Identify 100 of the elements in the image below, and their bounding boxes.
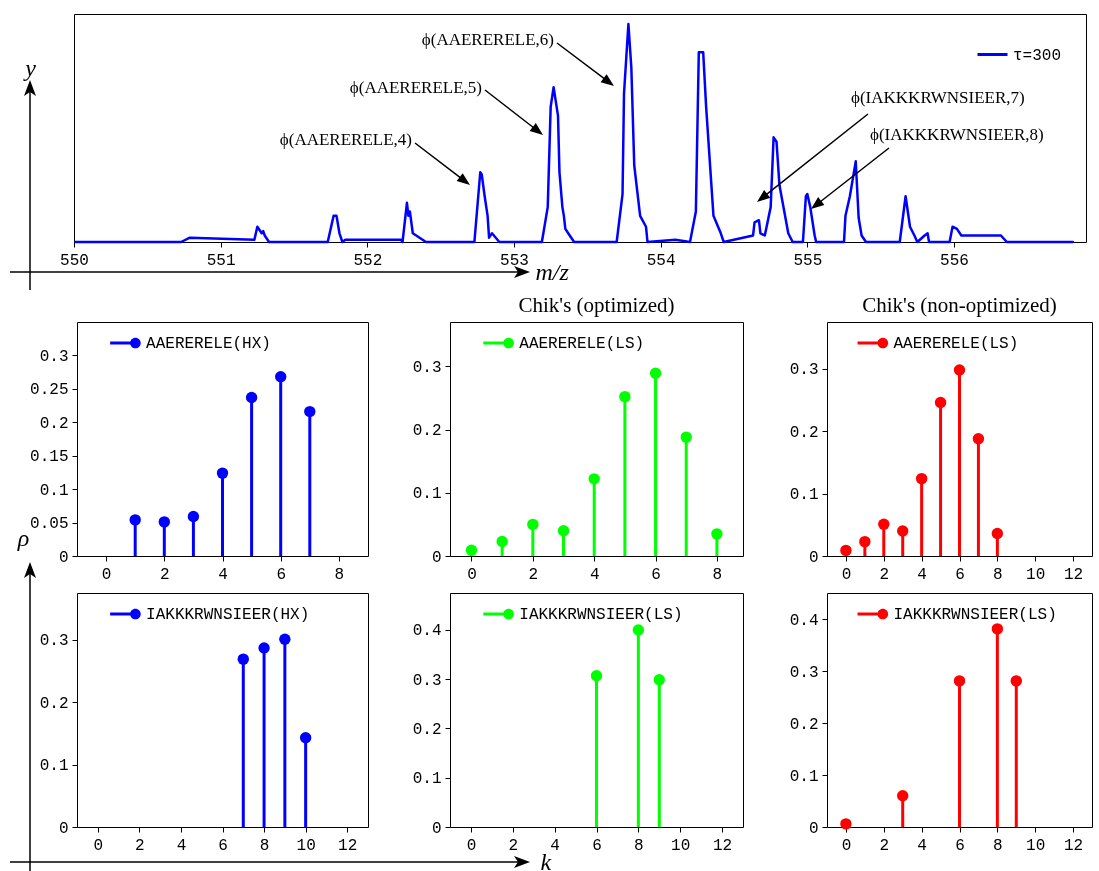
y-tick-label: 0 xyxy=(808,819,819,838)
point xyxy=(279,633,291,645)
point xyxy=(299,732,312,744)
x-tick-label: 2 xyxy=(528,565,539,584)
chart-title: Chik's (non-optimized) xyxy=(862,293,1057,317)
x-tick-label: 2 xyxy=(879,836,890,855)
x-tick-label: 4 xyxy=(917,565,927,584)
point xyxy=(934,396,947,409)
y-tick-label: 0.4 xyxy=(412,622,442,641)
y-tick-label: 0 xyxy=(58,819,69,838)
y-tick-label: 0.3 xyxy=(412,671,442,690)
legend-label: IAKKKRWNSIEER(LS) xyxy=(519,606,683,624)
legend-label: IAKKKRWNSIEER(LS) xyxy=(893,606,1057,624)
point xyxy=(557,525,570,537)
x-tick-label: 553 xyxy=(500,251,529,270)
point xyxy=(878,518,890,530)
x-tick-label: 556 xyxy=(940,251,969,270)
point xyxy=(216,467,229,479)
y-tick-label: 0.4 xyxy=(789,611,819,630)
y-tick-label: 0.2 xyxy=(39,694,69,713)
x-tick-label: 4 xyxy=(218,565,228,584)
x-tick-label: 12 xyxy=(1063,565,1084,584)
x-tick-label: 12 xyxy=(338,836,358,855)
point xyxy=(915,472,928,485)
y-tick-label: 0.2 xyxy=(39,414,69,433)
x-tick-label: 10 xyxy=(671,836,691,855)
y-tick-label: 0.1 xyxy=(789,767,819,786)
point xyxy=(953,364,966,376)
x-tick-label: 0 xyxy=(841,565,852,584)
y-tick-label: 0.3 xyxy=(789,361,819,380)
x-tick-label: 10 xyxy=(1026,836,1046,855)
y-tick-label: 0.1 xyxy=(412,485,442,504)
point xyxy=(187,510,200,523)
point xyxy=(590,670,603,682)
x-tick-label: 6 xyxy=(592,836,602,855)
y-tick-label: 0.1 xyxy=(39,481,69,500)
y-axis-title: y xyxy=(23,54,37,81)
x-tick-label: 4 xyxy=(176,836,187,855)
legend-label: AAERERELE(LS) xyxy=(893,335,1019,353)
x-tick-label: 6 xyxy=(276,565,286,584)
point xyxy=(653,674,665,686)
x-tick-label: 2 xyxy=(160,565,170,584)
y-tick-label: 0 xyxy=(58,548,69,567)
x-tick-label: 0 xyxy=(467,565,477,584)
legend-label: AAERERELE(LS) xyxy=(519,335,645,353)
y-tick-label: 0.3 xyxy=(39,347,69,366)
point xyxy=(953,675,966,687)
x-tick-label: 6 xyxy=(955,836,965,855)
legend-label: IAKKKRWNSIEER(HX) xyxy=(146,606,310,624)
point xyxy=(711,528,723,540)
x-tick-label: 12 xyxy=(712,836,733,855)
x-tick-label: 551 xyxy=(206,251,236,270)
y-tick-label: 0.1 xyxy=(412,770,442,789)
point xyxy=(991,623,1004,635)
x-tick-label: 6 xyxy=(955,565,965,584)
y-tick-label: 0 xyxy=(808,548,819,567)
point xyxy=(649,367,662,379)
y-tick-label: 0 xyxy=(431,819,442,838)
x-tick-label: 12 xyxy=(1063,836,1084,855)
x-tick-label: 554 xyxy=(646,251,676,270)
x-tick-label: 10 xyxy=(1026,565,1046,584)
x-tick-label: 555 xyxy=(793,251,823,270)
x-tick-label: 2 xyxy=(879,565,890,584)
x-tick-label: 550 xyxy=(60,251,89,270)
x-tick-label: 10 xyxy=(296,836,316,855)
x-tick-label: 8 xyxy=(634,836,644,855)
x-tick-label: 4 xyxy=(589,565,600,584)
point xyxy=(237,653,249,665)
y-tick-label: 0.05 xyxy=(30,515,69,534)
point xyxy=(588,473,600,485)
x-tick-label: 2 xyxy=(508,836,519,855)
x-tick-label: 8 xyxy=(334,565,345,584)
point xyxy=(840,818,852,830)
point xyxy=(465,544,478,556)
point xyxy=(245,391,258,404)
annotation: ϕ(IAKKKRWNSIEER,8) xyxy=(870,125,1044,144)
point xyxy=(258,642,270,654)
y-tick-label: 0.3 xyxy=(412,358,442,377)
x-tick-label: 6 xyxy=(218,836,228,855)
point xyxy=(897,525,909,537)
chart-title: Chik's (optimized) xyxy=(518,293,675,317)
x-tick-label: 6 xyxy=(651,565,661,584)
x-axis-title: m/z xyxy=(535,258,570,285)
y-axis-title: ρ xyxy=(16,524,30,551)
x-tick-label: 8 xyxy=(993,836,1003,855)
y-tick-label: 0.1 xyxy=(789,486,819,505)
y-tick-label: 0.2 xyxy=(789,715,819,734)
y-tick-label: 0 xyxy=(431,548,442,567)
y-tick-label: 0.2 xyxy=(412,720,442,739)
y-tick-label: 0.25 xyxy=(30,381,69,400)
point xyxy=(840,544,852,557)
y-tick-label: 0.2 xyxy=(412,422,442,441)
point xyxy=(991,527,1004,540)
point xyxy=(972,433,985,445)
x-tick-label: 0 xyxy=(841,836,852,855)
annotation: ϕ(AAERERELE,5) xyxy=(349,78,482,97)
point xyxy=(859,535,871,548)
x-tick-label: 0 xyxy=(93,836,104,855)
y-tick-label: 0.15 xyxy=(30,448,69,467)
x-tick-label: 8 xyxy=(993,565,1003,584)
